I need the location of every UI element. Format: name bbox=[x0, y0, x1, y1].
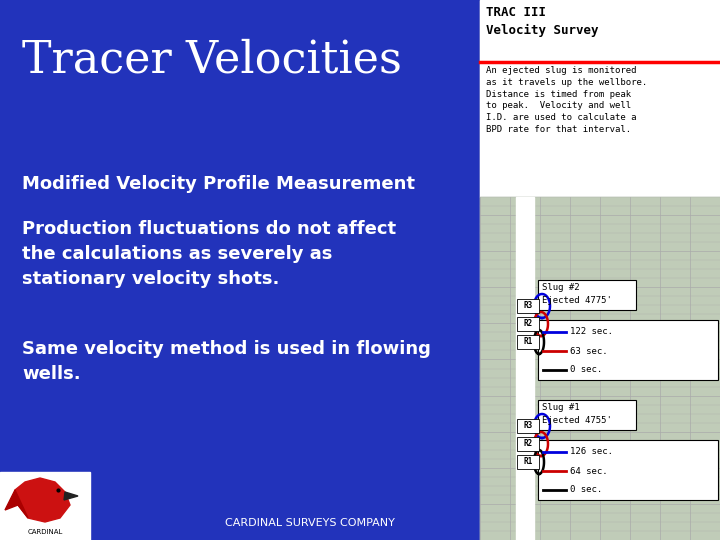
Text: CARDINAL: CARDINAL bbox=[27, 529, 63, 535]
Bar bbox=[517, 335, 539, 349]
Text: Velocity Survey: Velocity Survey bbox=[486, 24, 598, 37]
Bar bbox=[538, 440, 718, 500]
Text: An ejected slug is monitored
as it travels up the wellbore.
Distance is timed fr: An ejected slug is monitored as it trave… bbox=[486, 66, 647, 134]
Text: R2: R2 bbox=[523, 440, 533, 449]
Bar bbox=[480, 62, 720, 197]
Text: Tracer Velocities: Tracer Velocities bbox=[22, 38, 402, 81]
Text: R1: R1 bbox=[523, 457, 533, 467]
Text: Same velocity method is used in flowing
wells.: Same velocity method is used in flowing … bbox=[22, 340, 431, 383]
Text: Ejected 4755': Ejected 4755' bbox=[542, 416, 612, 425]
Text: R3: R3 bbox=[523, 301, 533, 310]
Bar bbox=[538, 400, 636, 430]
Text: 0 sec.: 0 sec. bbox=[570, 366, 602, 375]
Text: Slug #2: Slug #2 bbox=[542, 283, 580, 292]
Bar bbox=[517, 419, 539, 433]
Bar bbox=[517, 317, 539, 331]
Text: Slug #1: Slug #1 bbox=[542, 403, 580, 412]
Text: Production fluctuations do not affect
the calculations as severely as
stationary: Production fluctuations do not affect th… bbox=[22, 220, 396, 288]
Text: 64 sec.: 64 sec. bbox=[570, 467, 608, 476]
Bar bbox=[538, 280, 636, 310]
Bar bbox=[0, 472, 90, 540]
Text: CARDINAL SURVEYS COMPANY: CARDINAL SURVEYS COMPANY bbox=[225, 518, 395, 528]
Text: R1: R1 bbox=[523, 338, 533, 347]
Bar bbox=[517, 437, 539, 451]
Polygon shape bbox=[15, 478, 70, 522]
Text: 0 sec.: 0 sec. bbox=[570, 485, 602, 495]
Bar bbox=[538, 320, 718, 380]
Bar bbox=[480, 0, 720, 62]
Text: R2: R2 bbox=[523, 320, 533, 328]
Bar bbox=[517, 455, 539, 469]
Text: TRAC III: TRAC III bbox=[486, 6, 546, 19]
Text: Modified Velocity Profile Measurement: Modified Velocity Profile Measurement bbox=[22, 175, 415, 193]
Bar bbox=[480, 0, 720, 540]
Text: 63 sec.: 63 sec. bbox=[570, 347, 608, 355]
Text: 122 sec.: 122 sec. bbox=[570, 327, 613, 336]
Bar bbox=[0, 0, 480, 540]
Text: R3: R3 bbox=[523, 422, 533, 430]
Bar bbox=[517, 299, 539, 313]
Polygon shape bbox=[64, 492, 78, 500]
Text: 126 sec.: 126 sec. bbox=[570, 448, 613, 456]
Bar bbox=[516, 197, 534, 540]
Polygon shape bbox=[5, 490, 28, 518]
Text: Ejected 4775': Ejected 4775' bbox=[542, 296, 612, 305]
Bar bbox=[480, 197, 720, 540]
